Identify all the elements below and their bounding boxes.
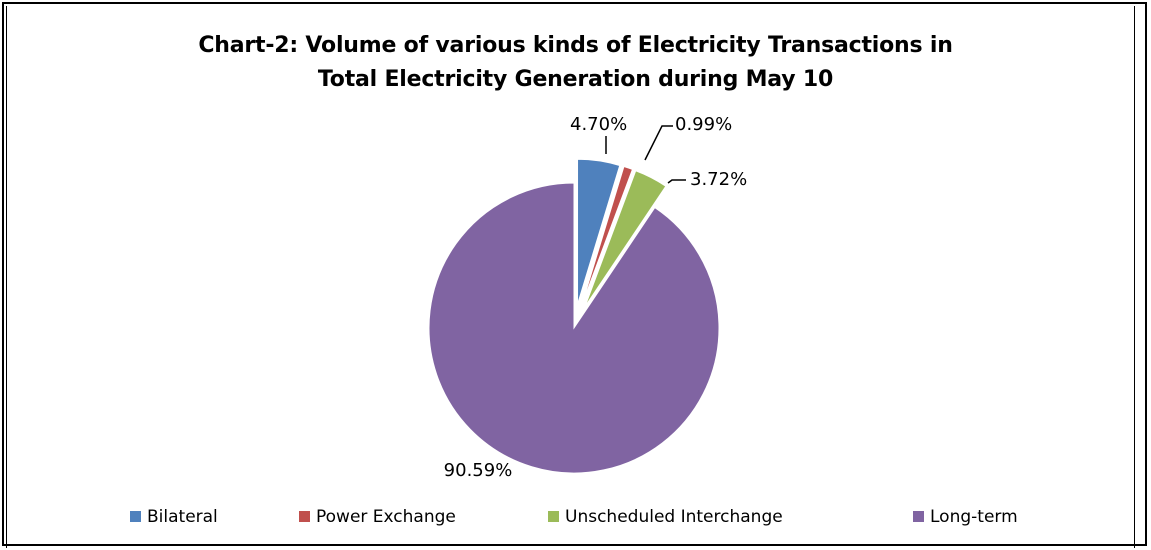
legend-label-unscheduled-interchange: Unscheduled Interchange (565, 507, 783, 527)
data-label-bilateral: 4.70% (570, 114, 627, 135)
legend: Bilateral Power Exchange Unscheduled Inter… (130, 507, 1018, 527)
legend-swatch-bilateral (130, 511, 141, 522)
data-labels: 4.70% 0.99% 3.72% 90.59% (444, 114, 748, 481)
legend-swatch-long-term (913, 511, 924, 522)
chart-title-line-2: Total Electricity Generation during May … (317, 67, 834, 92)
data-label-long-term: 90.59% (444, 460, 513, 481)
legend-swatch-unscheduled-interchange (548, 511, 559, 522)
legend-swatch-power-exchange (299, 511, 310, 522)
leader-lines (605, 125, 686, 184)
legend-label-power-exchange: Power Exchange (316, 507, 456, 527)
leader-line-unscheduled-interchange (667, 179, 686, 184)
pie-slice-long-term (428, 182, 720, 474)
chart-title-line-1: Chart-2: Volume of various kinds of Elec… (198, 33, 953, 58)
pie-slice-unscheduled-interchange (584, 170, 667, 307)
pie-slice-bilateral (577, 158, 621, 305)
data-label-power-exchange: 0.99% (675, 114, 732, 135)
legend-label-bilateral: Bilateral (147, 507, 218, 527)
data-label-unscheduled-interchange: 3.72% (690, 169, 747, 190)
legend-label-long-term: Long-term (930, 507, 1018, 527)
leader-line-power-exchange (644, 125, 673, 161)
pie-slice-power-exchange (581, 165, 634, 306)
pie-slices (428, 158, 720, 474)
chart-frame-inner (6, 6, 1135, 548)
